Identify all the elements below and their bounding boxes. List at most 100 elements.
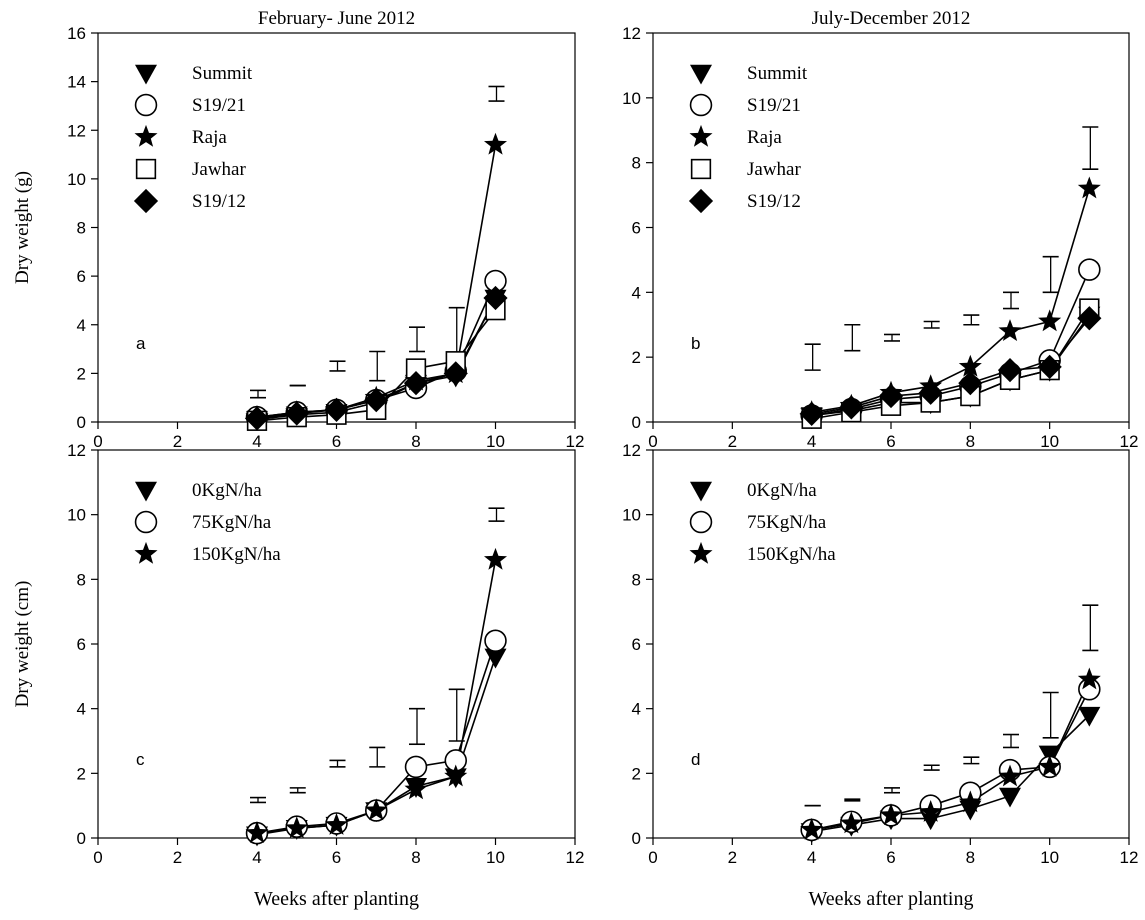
x-tick-label: 0 (93, 432, 102, 451)
y-tick-label: 12 (67, 441, 86, 460)
y-axis-label: Dry weight (g) (12, 171, 33, 284)
x-tick-label: 8 (966, 848, 975, 867)
x-tick-label: 2 (173, 432, 182, 451)
data-point (1077, 667, 1101, 690)
series-points-5 (244, 285, 508, 431)
x-tick-label: 12 (1120, 432, 1139, 451)
legend-label: Jawhar (192, 159, 246, 180)
y-tick-label: 6 (632, 219, 641, 238)
data-point (1038, 754, 1062, 777)
data-point (443, 361, 468, 386)
data-point (839, 395, 864, 420)
x-axis-label: Weeks after planting (809, 888, 974, 910)
x-tick-label: 2 (728, 848, 737, 867)
series-points-2 (800, 678, 1101, 842)
panel-letter: d (691, 750, 700, 769)
legend-marker (134, 541, 158, 564)
legend-label: S19/21 (192, 95, 246, 116)
panel-title: February- June 2012 (258, 8, 415, 29)
y-tick-label: 10 (67, 506, 86, 525)
data-point (1078, 258, 1101, 281)
data-point (364, 388, 389, 413)
legend-label: S19/12 (747, 191, 801, 212)
legend-label: 75KgN/ha (747, 512, 827, 533)
legend-label: 0KgN/ha (192, 480, 262, 501)
data-point (444, 764, 468, 787)
data-point (959, 800, 982, 821)
y-tick-label: 8 (632, 570, 641, 589)
series-points-3 (245, 547, 508, 843)
error-bar (1003, 291, 1019, 310)
legend-marker (134, 93, 158, 117)
y-tick-label: 16 (67, 24, 86, 43)
x-tick-label: 8 (966, 432, 975, 451)
data-point (484, 629, 507, 653)
x-tick-label: 6 (886, 432, 895, 451)
panel-a: 0 2 4 6 8 10 12 0 2 4 6 8 10 12 14 16 February- June 201… (12, 8, 584, 451)
x-tick-label: 0 (648, 848, 657, 867)
legend-label: Jawhar (747, 159, 801, 180)
legend-label: 150KgN/ha (192, 544, 281, 565)
legend-marker (135, 64, 157, 85)
error-bar (844, 323, 861, 352)
legend-marker (133, 188, 159, 214)
data-point (404, 777, 428, 800)
data-point (958, 371, 983, 396)
error-bar (289, 787, 306, 794)
y-tick-label: 6 (77, 267, 86, 286)
y-axis-label: Dry weight (cm) (12, 581, 33, 708)
error-bar (329, 759, 346, 768)
data-point (324, 397, 349, 422)
y-tick-label: 2 (77, 364, 86, 383)
error-bar (329, 360, 346, 372)
y-tick-label: 2 (632, 348, 641, 367)
error-bar (844, 798, 861, 802)
series-line-2 (811, 269, 1091, 417)
error-bar (369, 350, 386, 382)
panel-c: 0 2 4 6 8 10 12 0 2 4 6 8 10 12 Dry weight (cm) Weeks a… (12, 441, 584, 910)
data-point (245, 821, 269, 843)
legend-marker (689, 510, 713, 534)
x-tick-label: 10 (1040, 432, 1059, 451)
y-tick-label: 4 (77, 316, 86, 335)
data-point (1077, 176, 1101, 199)
legend-marker (134, 124, 158, 147)
legend: 0KgN/ha 75KgN/ha 150KgN/ha (134, 480, 281, 565)
data-point (1078, 706, 1101, 727)
error-bar (1042, 255, 1059, 294)
data-point (958, 790, 982, 813)
x-tick-label: 4 (252, 848, 261, 867)
panel-letter: b (691, 334, 700, 353)
y-tick-label: 8 (77, 570, 86, 589)
panel-letter: c (136, 750, 145, 769)
x-tick-label: 10 (1040, 848, 1059, 867)
error-bar (963, 314, 980, 326)
plot-frame (652, 449, 1130, 839)
data-point (483, 285, 508, 311)
legend-marker (134, 510, 158, 534)
data-point (484, 648, 507, 669)
legend-marker (135, 158, 157, 180)
x-tick-label: 4 (807, 848, 816, 867)
data-point (284, 401, 309, 426)
series-points-5 (799, 306, 1102, 426)
y-tick-label: 14 (67, 73, 86, 92)
y-tick-label: 4 (632, 283, 641, 302)
data-point (998, 319, 1022, 342)
y-tick-label: 10 (622, 89, 641, 108)
x-tick-label: 8 (411, 432, 420, 451)
x-tick-label: 0 (648, 432, 657, 451)
legend: Summit S19/21 Raja Jawhar S19/12 (133, 63, 253, 214)
data-point (918, 380, 943, 405)
x-tick-label: 4 (252, 432, 261, 451)
series-points-3 (800, 667, 1101, 840)
x-tick-label: 12 (566, 432, 585, 451)
error-bar (884, 333, 900, 342)
panel-b: 0 2 4 6 8 10 12 0 2 4 6 8 10 12 July-December 2012 b Sum… (622, 8, 1138, 451)
error-bar (923, 320, 940, 329)
data-point (839, 811, 863, 834)
error-bar (1082, 604, 1099, 652)
error-bar (409, 326, 425, 353)
